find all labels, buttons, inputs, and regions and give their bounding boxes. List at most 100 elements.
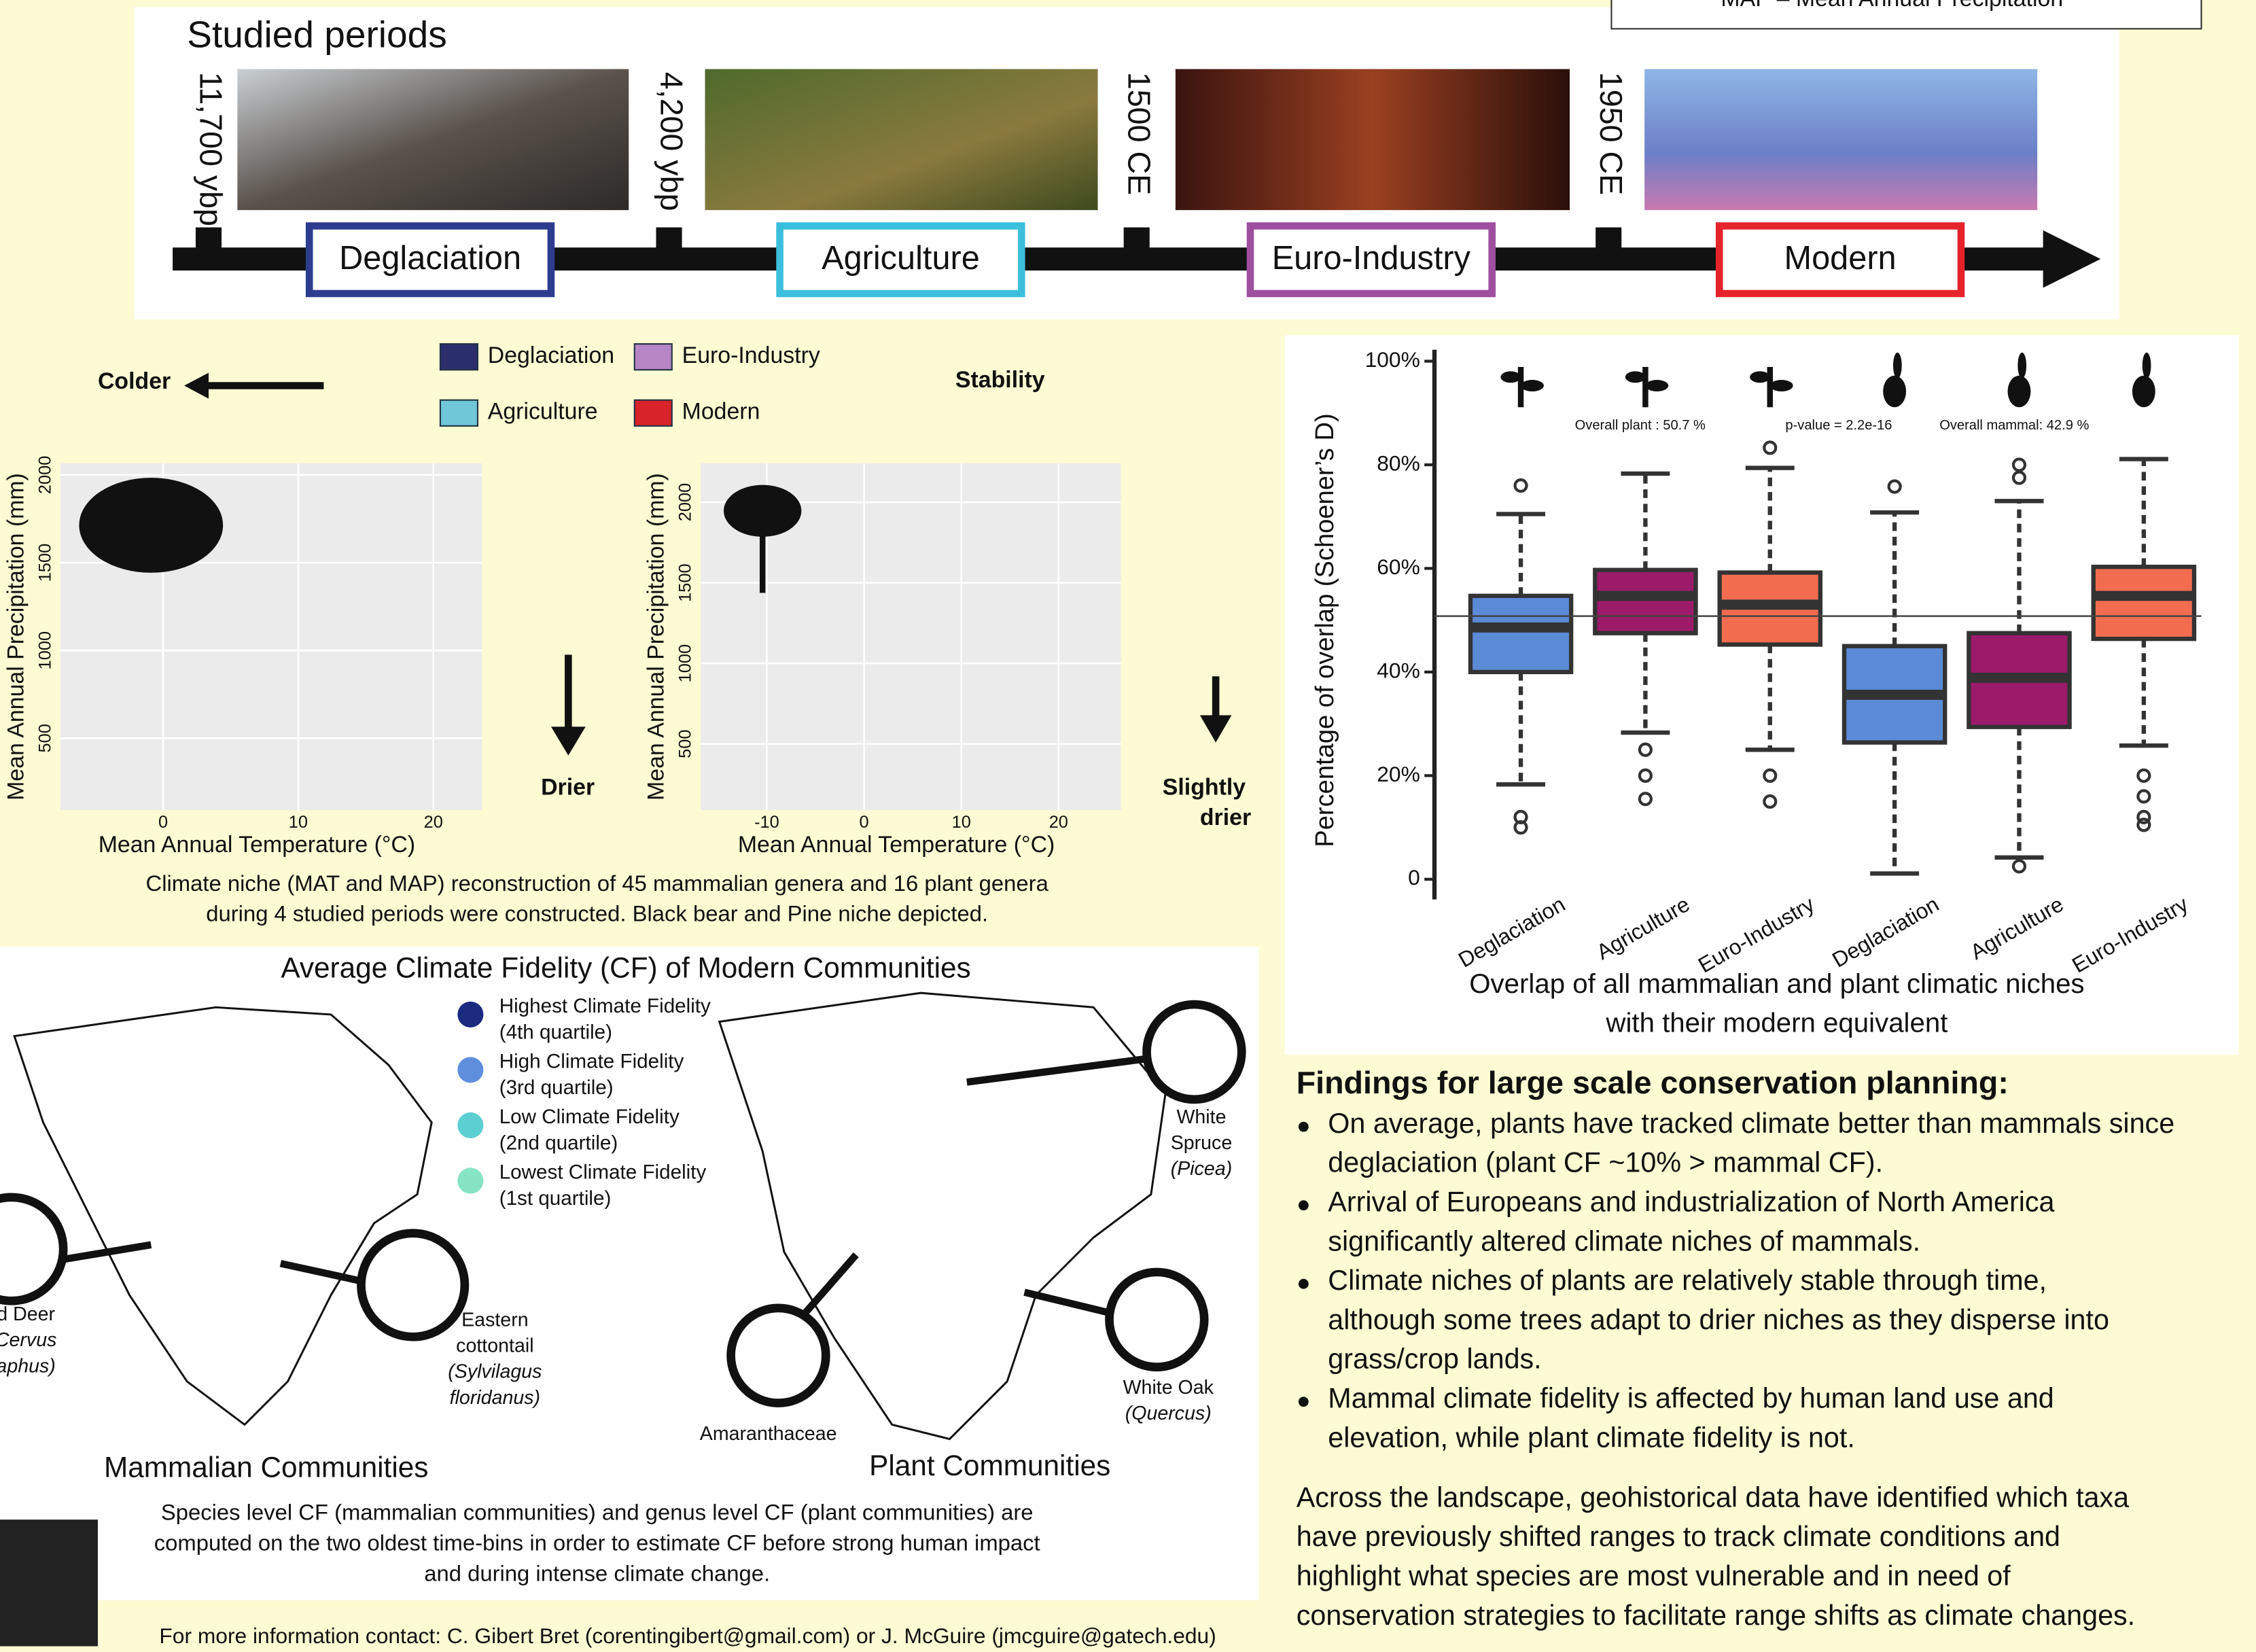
timeline-tick bbox=[1596, 228, 1621, 256]
plant-icon bbox=[1500, 371, 1521, 383]
icon-circle bbox=[0, 1197, 63, 1301]
date-label: 4,200 ybp bbox=[654, 72, 689, 211]
rabbit-icon bbox=[2143, 353, 2151, 379]
rabbit-icon bbox=[2008, 376, 2031, 408]
annotation: p-value = 2.2e-16 bbox=[1785, 418, 1892, 433]
x-tick-label: 0 bbox=[860, 813, 869, 832]
y-tick-label: 80% bbox=[1377, 451, 1420, 475]
legend-label: Low Climate Fidelity bbox=[499, 1106, 680, 1128]
map-label: Amaranthaceae bbox=[700, 1423, 837, 1445]
y-tick-label: 1500 bbox=[35, 544, 54, 582]
annotation: Overall mammal: 42.9 % bbox=[1939, 418, 2089, 433]
caption: with their modern equivalent bbox=[1605, 1007, 1947, 1038]
y-axis-label: Mean Annual Precipitation (mm) bbox=[3, 473, 29, 801]
map-title: Average Climate Fidelity (CF) of Modern … bbox=[281, 951, 970, 983]
x-tick-label: 0 bbox=[158, 813, 168, 832]
map-label: Spruce bbox=[1171, 1132, 1233, 1154]
map-subtitle: Mammalian Communities bbox=[104, 1451, 428, 1483]
caption: during 4 studied periods were constructe… bbox=[206, 900, 988, 926]
x-tick-label: 20 bbox=[424, 813, 443, 832]
poster: MAP – Mean Annual Precipitation Studied p… bbox=[0, 0, 2256, 1652]
y-tick-label: 100% bbox=[1365, 347, 1420, 372]
map-label: (Sylvilagus bbox=[448, 1361, 542, 1383]
y-tick-label: 1500 bbox=[676, 563, 695, 601]
plant-icon bbox=[1521, 380, 1544, 391]
species-label: Pinus bbox=[737, 503, 788, 525]
annotation: Colder bbox=[98, 368, 171, 394]
y-axis-label: Percentage of overlap (Schoener’s D) bbox=[1311, 413, 1339, 847]
species-label: americanus bbox=[96, 517, 200, 540]
rabbit-icon bbox=[2132, 376, 2155, 408]
y-tick-label: 0 bbox=[1408, 865, 1420, 890]
paragraph-text: have previously shifted ranges to track … bbox=[1297, 1521, 2060, 1552]
x-tick-label: 10 bbox=[289, 813, 308, 832]
icon-circle bbox=[731, 1308, 826, 1403]
y-tick-label: 500 bbox=[35, 724, 54, 752]
bullet bbox=[1299, 1200, 1309, 1210]
annotation: Overall plant : 50.7 % bbox=[1575, 418, 1706, 433]
photo bbox=[1176, 69, 1570, 211]
caption: Species level CF (mammalian communities)… bbox=[161, 1499, 1034, 1524]
period-label: Deglaciation bbox=[339, 240, 521, 277]
caption: and during intense climate change. bbox=[424, 1561, 770, 1586]
legend-label: Lowest Climate Fidelity bbox=[499, 1161, 707, 1184]
map-label: Eastern bbox=[461, 1309, 528, 1331]
legend-label: Deglaciation bbox=[488, 342, 614, 368]
period-label: Modern bbox=[1784, 240, 1897, 277]
legend-label: Modern bbox=[682, 399, 760, 425]
paragraph-text: conservation strategies to facilitate ra… bbox=[1297, 1600, 2135, 1631]
box bbox=[1595, 570, 1695, 633]
map-label: cottontail bbox=[456, 1335, 533, 1357]
x-tick-label: 20 bbox=[1049, 813, 1068, 832]
legend-label: Agriculture bbox=[488, 399, 598, 425]
timeline-tick bbox=[1124, 228, 1150, 256]
map-label: White Oak bbox=[1123, 1377, 1214, 1399]
bullet-text: Climate niches of plants are relatively … bbox=[1328, 1265, 2047, 1296]
species-label: Ursus bbox=[129, 495, 182, 518]
legend-dot bbox=[457, 1167, 483, 1193]
box bbox=[1470, 596, 1571, 672]
legend-dot bbox=[457, 1057, 483, 1083]
date-label: 1500 CE bbox=[1121, 72, 1157, 195]
bullet-text: grass/crop lands. bbox=[1328, 1343, 1541, 1375]
rabbit-icon bbox=[2017, 353, 2026, 379]
page: { "poster": { "legend_box_text": "MAP – … bbox=[0, 0, 2256, 1652]
paragraph-text: highlight what species are most vulnerab… bbox=[1297, 1560, 2011, 1592]
annotation: Stability bbox=[955, 367, 1045, 393]
y-tick-label: 1000 bbox=[35, 631, 54, 669]
photo bbox=[1644, 69, 2037, 211]
findings-title: Findings for large scale conservation pl… bbox=[1297, 1065, 2009, 1100]
icon-circle bbox=[361, 1233, 464, 1337]
y-tick-label: 2000 bbox=[676, 483, 695, 521]
abbrev-text: MAP – Mean Annual Precipitation bbox=[1721, 0, 2063, 12]
bullet-text: On average, plants have tracked climate … bbox=[1328, 1108, 2174, 1139]
y-axis-label: Mean Annual Precipitation (mm) bbox=[644, 473, 669, 801]
period-label: Euro-Industry bbox=[1272, 240, 1471, 277]
timeline-title: Studied periods bbox=[187, 14, 447, 56]
y-tick-label: 60% bbox=[1377, 555, 1420, 579]
bullet-text: Arrival of Europeans and industrializati… bbox=[1328, 1186, 2054, 1217]
caption: Climate niche (MAT and MAP) reconstructi… bbox=[146, 871, 1049, 896]
rabbit-icon bbox=[1893, 353, 1902, 379]
annotation: Drier bbox=[541, 774, 595, 800]
rabbit-icon bbox=[1883, 376, 1906, 408]
map-label: floridanus) bbox=[450, 1387, 540, 1409]
box bbox=[2094, 567, 2194, 639]
bullet-text: elevation, while plant climate fidelity … bbox=[1328, 1422, 1855, 1453]
legend-swatch bbox=[635, 344, 672, 370]
plant-icon bbox=[1770, 380, 1793, 391]
map-label: aphus) bbox=[0, 1355, 56, 1377]
x-tick-label: -10 bbox=[754, 813, 779, 832]
qr-code bbox=[0, 1519, 98, 1646]
x-axis-label: Mean Annual Temperature (°C) bbox=[99, 832, 415, 858]
bullet-text: Mammal climate fidelity is affected by h… bbox=[1328, 1383, 2054, 1414]
photo bbox=[237, 69, 629, 211]
legend-label: (1st quartile) bbox=[499, 1187, 612, 1210]
icon-circle bbox=[1109, 1272, 1204, 1367]
y-tick-label: 1000 bbox=[676, 644, 695, 682]
legend-label: (2nd quartile) bbox=[499, 1131, 618, 1154]
legend-dot bbox=[457, 1002, 483, 1027]
map-label: d Deer bbox=[0, 1303, 55, 1325]
map-label: (Quercus) bbox=[1125, 1403, 1212, 1424]
paragraph-text: Across the landscape, geohistorical data… bbox=[1297, 1481, 2129, 1513]
